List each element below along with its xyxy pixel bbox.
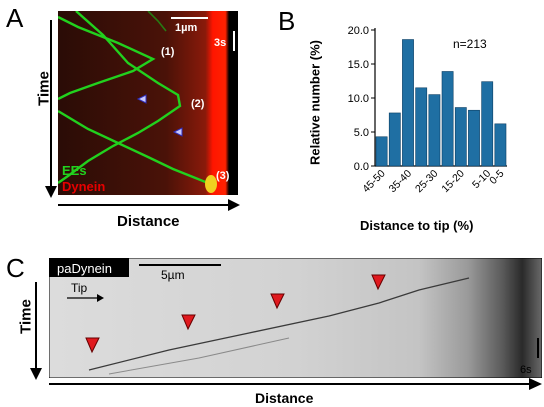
open-arrowhead-icon xyxy=(136,94,147,104)
x-tick-label: 15-20 xyxy=(439,168,467,196)
red-arrowhead-icon xyxy=(270,293,285,310)
scale-bar-time-label: 6s xyxy=(520,364,532,376)
y-tick-label: 5.0 xyxy=(354,127,369,139)
x-tick-label: 0-5 xyxy=(487,168,506,187)
panel-c-distance-arrow xyxy=(49,378,542,390)
scale-bar-distance-label: 5µm xyxy=(161,268,185,282)
y-tick-label: 0.0 xyxy=(354,161,369,173)
histogram-bar xyxy=(415,87,428,167)
tip-label: Tip xyxy=(71,281,88,295)
red-arrowhead-icon xyxy=(85,337,100,354)
legend-dynein: Dynein xyxy=(62,179,105,194)
histogram-bar xyxy=(468,109,480,167)
panel-c-time-arrow xyxy=(30,282,42,380)
panel-b-label: B xyxy=(278,6,296,36)
histogram-bar xyxy=(441,71,454,167)
y-tick-label: 20.0 xyxy=(348,25,369,37)
panel-c-title: paDynein xyxy=(57,261,112,276)
track-annotation: (3) xyxy=(216,170,230,182)
open-arrowhead-icon xyxy=(172,127,183,137)
histogram-bar xyxy=(402,39,414,167)
panel-c-distance-label: Distance xyxy=(255,390,314,406)
track-annotation: (2) xyxy=(191,98,205,110)
x-tick-label: 35-40 xyxy=(387,168,415,196)
ee-track xyxy=(58,15,156,101)
histogram-bar xyxy=(494,123,507,167)
panel-a-time-arrow xyxy=(45,20,57,198)
x-tick-label: 25-30 xyxy=(413,168,441,196)
panel-c-kymograph: paDynein 5µm Tip 6s xyxy=(49,258,542,378)
dynein-track xyxy=(88,277,470,371)
scale-bar-distance-label: 1µm xyxy=(175,22,197,34)
ee-dynein-overlap xyxy=(205,175,217,193)
panel-a-label: A xyxy=(6,3,24,33)
panel-a-distance-label: Distance xyxy=(117,213,180,230)
scale-bar-time-label: 3s xyxy=(214,37,226,49)
histogram-bar xyxy=(388,112,401,167)
histogram-bar xyxy=(428,94,441,167)
tip-arrow-head xyxy=(97,294,104,302)
histogram-bar xyxy=(375,136,388,167)
track-annotation: (1) xyxy=(161,46,175,58)
histogram-bar xyxy=(481,81,494,167)
panel-c-label: C xyxy=(6,253,25,283)
red-arrowhead-icon xyxy=(181,314,196,331)
ee-track xyxy=(147,11,167,32)
red-arrowhead-icon xyxy=(371,274,386,291)
legend-ees: EEs xyxy=(62,163,87,178)
sample-size-label: n=213 xyxy=(453,37,487,51)
panel-a-kymograph: (1) (2) (3) 1µm 3s EEs Dynein xyxy=(58,11,238,195)
panel-b-x-axis-label: Distance to tip (%) xyxy=(360,218,474,233)
y-tick-label: 10.0 xyxy=(348,93,369,105)
panel-a-distance-arrow xyxy=(58,199,240,211)
y-tick-label: 15.0 xyxy=(348,59,369,71)
histogram-bar xyxy=(454,107,467,167)
panel-c-time-label: Time xyxy=(17,299,35,334)
ee-track xyxy=(58,11,182,184)
dynein-track xyxy=(108,337,290,375)
